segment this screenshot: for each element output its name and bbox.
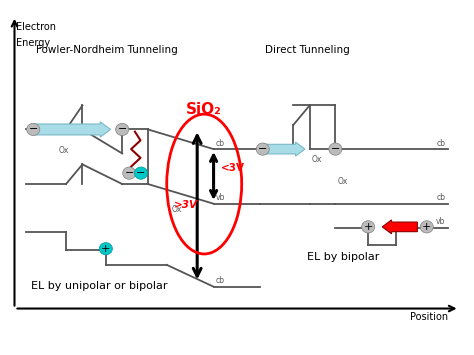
Text: Fowler-Nordheim Tunneling: Fowler-Nordheim Tunneling: [36, 45, 177, 55]
Text: EL by bipolar: EL by bipolar: [307, 252, 380, 262]
Text: SiO₂: SiO₂: [186, 102, 222, 117]
Text: cb: cb: [216, 139, 225, 148]
FancyArrow shape: [33, 122, 110, 137]
Text: Position: Position: [410, 312, 448, 322]
Circle shape: [116, 123, 129, 136]
Text: +: +: [422, 222, 431, 232]
Text: −: −: [331, 144, 340, 154]
Text: >3V: >3V: [174, 200, 198, 210]
Text: −: −: [118, 125, 127, 135]
Text: −: −: [258, 144, 267, 154]
Text: −: −: [125, 168, 134, 178]
Circle shape: [256, 143, 269, 155]
Circle shape: [329, 143, 342, 155]
Text: cb: cb: [437, 139, 446, 148]
Text: Ox: Ox: [59, 147, 69, 155]
Text: −: −: [137, 168, 146, 178]
Text: Energy: Energy: [16, 38, 50, 48]
Text: vb: vb: [216, 193, 225, 202]
Circle shape: [123, 167, 136, 179]
Text: Ox: Ox: [337, 177, 348, 186]
Text: cb: cb: [216, 277, 225, 285]
Text: EL by unipolar or bipolar: EL by unipolar or bipolar: [31, 281, 167, 291]
Text: cb: cb: [437, 193, 446, 202]
Text: Direct Tunneling: Direct Tunneling: [265, 45, 350, 55]
Text: Ox: Ox: [312, 155, 322, 164]
Circle shape: [27, 123, 40, 136]
Circle shape: [99, 242, 112, 255]
FancyArrow shape: [263, 142, 305, 156]
Circle shape: [420, 221, 433, 233]
Text: +: +: [364, 222, 373, 232]
FancyArrow shape: [382, 220, 417, 234]
Text: <3V: <3V: [220, 163, 245, 173]
Text: Electron: Electron: [16, 22, 56, 32]
Text: −: −: [28, 125, 38, 135]
Text: Ox: Ox: [172, 206, 182, 214]
Circle shape: [135, 167, 147, 179]
Text: +: +: [101, 244, 110, 254]
Text: vb: vb: [436, 217, 446, 226]
Circle shape: [362, 221, 375, 233]
